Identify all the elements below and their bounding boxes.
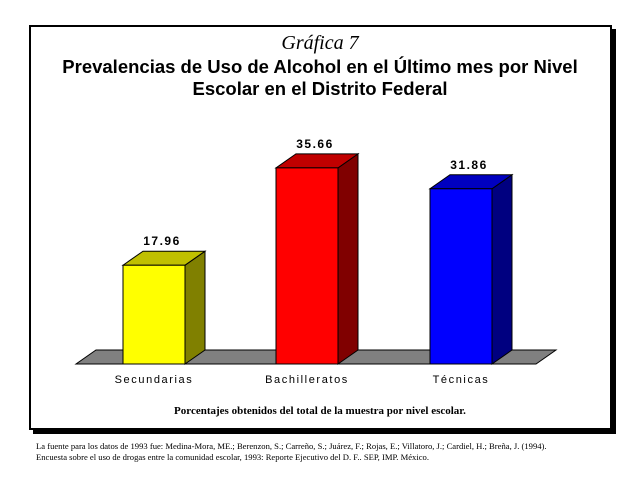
bar-bachilleratos: 35.66 Bachilleratos bbox=[265, 137, 360, 386]
value-label: 35.66 bbox=[296, 137, 334, 151]
source-line-2: Encuesta sobre el uso de drogas entre la… bbox=[36, 452, 429, 462]
category-label: Técnicas bbox=[433, 374, 490, 386]
source-line-1: La fuente para los datos de 1993 fue: Me… bbox=[36, 441, 547, 451]
chart-title: Prevalencias de Uso de Alcohol en el Últ… bbox=[40, 56, 600, 100]
bar-técnicas: 31.86 Técnicas bbox=[428, 158, 514, 386]
value-label: 31.86 bbox=[450, 158, 488, 172]
chart-title-line-2: Escolar en el Distrito Federal bbox=[192, 78, 448, 99]
bar-front bbox=[122, 264, 186, 365]
source-note: La fuente para los datos de 1993 fue: Me… bbox=[36, 441, 626, 463]
category-label: Bachilleratos bbox=[265, 374, 349, 386]
bar-side bbox=[337, 152, 359, 365]
figure-label: Gráfica 7 bbox=[281, 32, 359, 54]
bar-secundarias: 17.96 Secundarias bbox=[115, 234, 207, 386]
bar-side bbox=[491, 173, 513, 365]
category-label: Secundarias bbox=[115, 374, 194, 386]
chart-note: Porcentajes obtenidos del total de la mu… bbox=[174, 405, 466, 417]
bar-side bbox=[184, 250, 206, 365]
bar-front bbox=[275, 167, 339, 365]
chart-title-line-1: Prevalencias de Uso de Alcohol en el Últ… bbox=[62, 56, 578, 77]
bar-front bbox=[429, 188, 493, 365]
bars-group: 17.96 Secundarias 35.66 Bachilleratos 31.86 T… bbox=[115, 137, 514, 386]
value-label: 17.96 bbox=[143, 234, 181, 248]
